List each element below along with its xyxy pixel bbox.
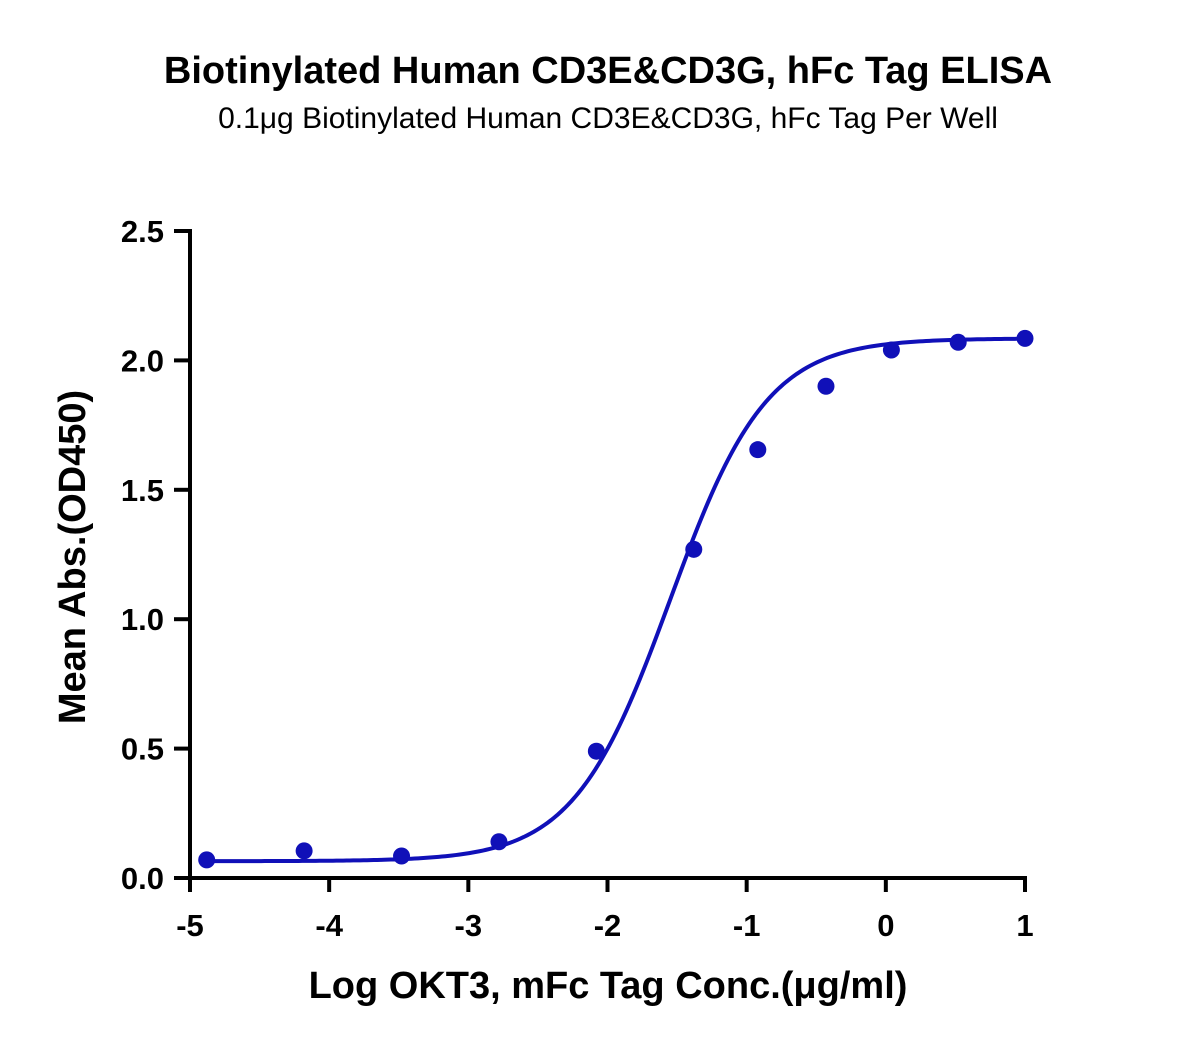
y-tick-label: 1.0 [121,602,164,637]
x-tick-label: 1 [1016,908,1033,943]
y-tick-label: 0.0 [121,861,164,896]
data-point [490,833,508,851]
data-point [1016,329,1034,347]
x-tick-label: -1 [733,908,761,943]
y-tick-label: 0.5 [121,732,164,767]
data-point [393,847,411,865]
y-tick-label: 2.5 [121,214,164,249]
chart-title: Biotinylated Human CD3E&CD3G, hFc Tag EL… [164,50,1052,92]
data-point [198,851,216,869]
data-point [749,441,767,459]
data-point [685,540,703,558]
data-point [949,333,967,351]
x-tick-label: -3 [455,908,483,943]
y-axis-ticks: 0.0 0.5 1.0 1.5 2.0 2.5 [121,214,190,896]
fit-curve [206,336,1026,864]
x-axis-ticks: -5 -4 -3 -2 -1 0 1 [176,878,1034,943]
x-tick-label: -4 [315,908,343,943]
y-axis-label: Mean Abs.(OD450) [52,390,94,724]
axes [188,229,1027,880]
x-axis-label: Log OKT3, mFc Tag Conc.(μg/ml) [309,965,908,1007]
x-tick-label: -5 [176,908,204,943]
chart-subtitle: 0.1μg Biotinylated Human CD3E&CD3G, hFc … [218,102,998,135]
data-points [198,329,1034,869]
data-point [295,842,313,860]
x-tick-label: 0 [877,908,894,943]
y-tick-label: 2.0 [121,343,164,378]
fit-curve-group [206,336,1026,864]
data-point [817,377,835,395]
data-point [587,742,605,760]
y-tick-label: 1.5 [121,473,164,508]
data-point [882,341,900,359]
x-tick-label: -2 [594,908,622,943]
